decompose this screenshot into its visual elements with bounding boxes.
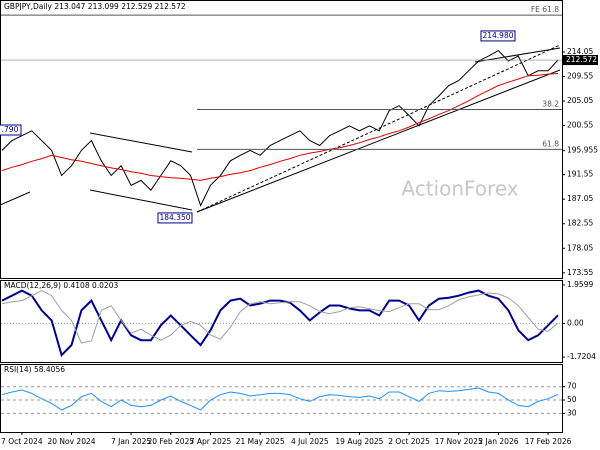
channel-line <box>474 47 561 63</box>
x-tick-label: 21 May 2025 <box>236 437 285 446</box>
series-line <box>1 289 559 358</box>
y-tick-label: 173.55 <box>567 268 593 277</box>
symbol: GBPJPY,Daily <box>4 2 53 11</box>
macd-header: MACD(12,26,9) 0.4108 0.0203 <box>4 281 118 290</box>
last-price-label: 212.572 <box>566 55 597 64</box>
annotation-label: .790 <box>2 125 19 134</box>
macd-panel <box>0 280 563 363</box>
x-tick-label: 2 Jan 2026 <box>478 437 518 446</box>
y-tick-label: 50 <box>567 395 577 404</box>
close: 212.572 <box>155 2 186 11</box>
annotation-label: 184.350 <box>159 213 190 222</box>
last-price-box <box>563 55 598 66</box>
y-tick-label: -1.7204 <box>567 352 596 361</box>
y-tick-label: 195.955 <box>567 146 598 155</box>
level-label: 61.8 <box>542 139 559 148</box>
x-tick-label: 20 Nov 2024 <box>47 437 95 446</box>
series-line <box>1 387 559 411</box>
level-label: 38.2 <box>542 100 559 109</box>
y-tick-label: 209.55 <box>567 72 593 81</box>
y-tick-label: 70 <box>567 382 577 391</box>
annotation-label: 214.980 <box>482 31 513 40</box>
series-line <box>1 73 559 181</box>
y-tick-label: 30 <box>567 408 577 417</box>
channel-line <box>89 189 193 211</box>
channel-line <box>89 132 193 153</box>
annotation-box <box>0 124 22 136</box>
level-label: FE 61.8 <box>531 5 559 14</box>
annotation-box <box>480 30 516 42</box>
y-tick-label: 0.00 <box>567 318 584 327</box>
open: 213.047 <box>54 2 85 11</box>
high: 213.099 <box>88 2 119 11</box>
trendline <box>0 191 31 206</box>
price-header: GBPJPY,Daily 213.047 213.099 212.529 212… <box>4 2 186 11</box>
rsi-title: RSI(14) <box>4 365 32 374</box>
x-tick-label: 2 Oct 2025 <box>388 437 430 446</box>
trendline <box>196 69 561 213</box>
y-tick-label: 191.55 <box>567 170 593 179</box>
x-tick-label: 7 Oct 2024 <box>1 437 43 446</box>
x-tick-label: 17 Feb 2026 <box>525 437 572 446</box>
watermark: ActionForex <box>401 177 518 201</box>
x-tick-label: 20 Feb 2025 <box>147 437 194 446</box>
series-line <box>1 290 559 344</box>
y-tick-label: 187.05 <box>567 194 593 203</box>
signal-value: 0.0203 <box>92 281 118 290</box>
x-tick-label: 17 Nov 2025 <box>435 437 483 446</box>
macd-value: 0.4108 <box>63 281 89 290</box>
y-tick-label: 178.05 <box>567 243 593 252</box>
y-tick-label: 1.9599 <box>567 280 593 289</box>
x-tick-label: 4 Jul 2025 <box>291 437 329 446</box>
x-tick-label: 19 Aug 2025 <box>335 437 383 446</box>
x-tick-label: 7 Apr 2025 <box>190 437 232 446</box>
rsi-header: RSI(14) 58.4056 <box>4 365 65 374</box>
rsi-panel <box>0 364 563 433</box>
series-line <box>1 49 559 207</box>
annotation-box <box>157 212 193 224</box>
low: 212.529 <box>121 2 152 11</box>
y-tick-label: 205.05 <box>567 96 593 105</box>
macd-title: MACD(12,26,9) <box>4 281 61 290</box>
y-tick-label: 182.55 <box>567 219 593 228</box>
y-tick-label: 214.05 <box>567 47 593 56</box>
y-tick-label: 200.55 <box>567 121 593 130</box>
price-panel <box>0 0 563 279</box>
trendline-dashed <box>196 44 561 213</box>
x-tick-label: 7 Jan 2025 <box>111 437 151 446</box>
rsi-value: 58.4056 <box>34 365 65 374</box>
